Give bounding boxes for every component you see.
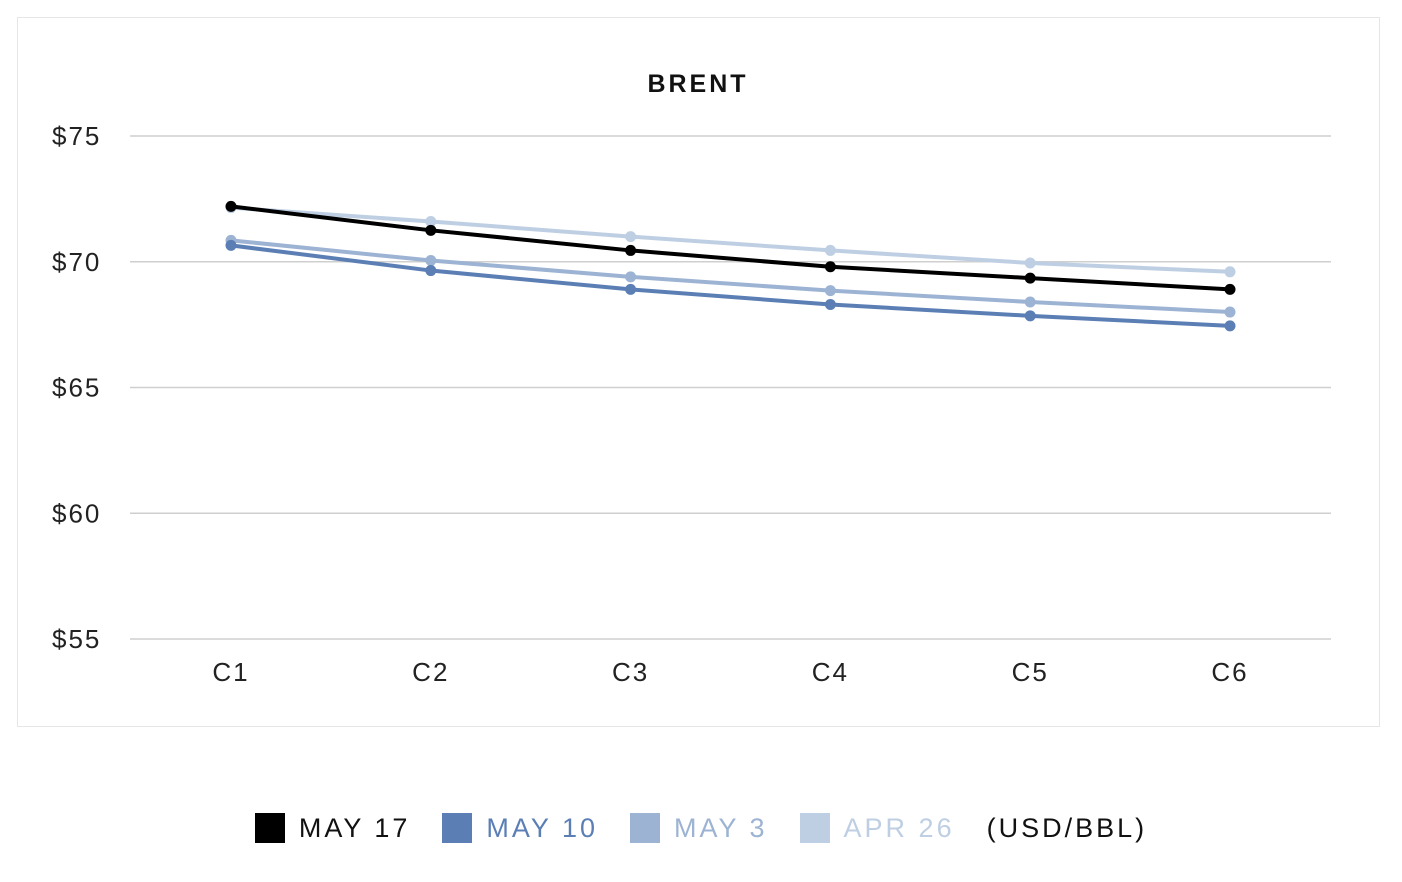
legend-label: MAY 10 [486,812,598,843]
legend-label: MAY 17 [298,812,411,843]
data-point[interactable] [1024,257,1036,269]
legend: MAY 17 MAY 10 MAY 3 APR 26 (USD/BBL) [0,800,1402,856]
legend-label: APR 26 [843,812,955,843]
series-line [229,243,1232,328]
x-tick-label: C1 [212,657,249,687]
data-point[interactable] [425,216,437,228]
x-tick-label: C2 [412,657,449,687]
legend-item-apr-26[interactable]: APR 26 [799,812,955,844]
series-line [229,205,1232,274]
legend-item-may-3[interactable]: MAY 3 [629,812,768,844]
legend-swatch [629,813,660,843]
data-point[interactable] [625,231,637,243]
y-tick-label: $70 [52,247,101,277]
x-axis: C1 C2 C3 C4 C5 C6 [212,657,1248,687]
series-group [225,200,1236,332]
data-point[interactable] [425,224,437,236]
legend-item-may-10[interactable]: MAY 10 [442,813,598,844]
data-point[interactable] [425,265,437,277]
chart-panel: BRENT $55 $60 $65 $70 $75 C1 C2 C3 C4 C5 C6 [17,17,1380,727]
data-point[interactable] [1024,296,1036,308]
data-point[interactable] [625,271,637,283]
series-line [229,238,1232,315]
y-tick-label: $65 [52,373,101,403]
data-point[interactable] [425,254,437,266]
x-tick-label: C4 [812,657,849,687]
data-point[interactable] [824,244,836,256]
x-tick-label: C6 [1211,657,1248,687]
data-point[interactable] [1224,306,1236,318]
gridlines [130,135,1331,640]
data-point[interactable] [225,239,237,251]
y-axis: $55 $60 $65 $70 $75 [52,121,101,654]
y-tick-label: $60 [52,498,101,528]
legend-swatch [799,813,830,843]
data-point[interactable] [225,200,237,212]
data-point[interactable] [1024,310,1036,322]
y-tick-label: $55 [52,624,101,654]
legend-swatch [254,813,285,843]
series-apr-26 [225,202,1236,278]
chart-title: BRENT [647,70,748,98]
series-may-17 [225,200,1236,295]
y-tick-label: $75 [52,121,101,151]
data-point[interactable] [1224,283,1236,295]
line-chart: BRENT $55 $60 $65 $70 $75 C1 C2 C3 C4 C5 C6 [52,70,1331,687]
legend-item-may-17[interactable]: MAY 17 [254,812,411,844]
data-point[interactable] [1024,272,1036,284]
data-point[interactable] [625,244,637,256]
legend-swatch [442,813,473,843]
x-tick-label: C3 [612,657,649,687]
series-line [229,204,1232,292]
data-point[interactable] [625,283,637,295]
series-may-10 [225,239,1236,332]
data-point[interactable] [824,261,836,273]
legend-label: MAY 3 [673,812,768,843]
data-point[interactable] [824,285,836,297]
x-tick-label: C5 [1012,657,1049,687]
data-point[interactable] [1224,320,1236,332]
unit-label: (USD/BBL) [986,812,1148,843]
data-point[interactable] [1224,266,1236,278]
series-may-3 [225,234,1236,318]
data-point[interactable] [824,299,836,311]
